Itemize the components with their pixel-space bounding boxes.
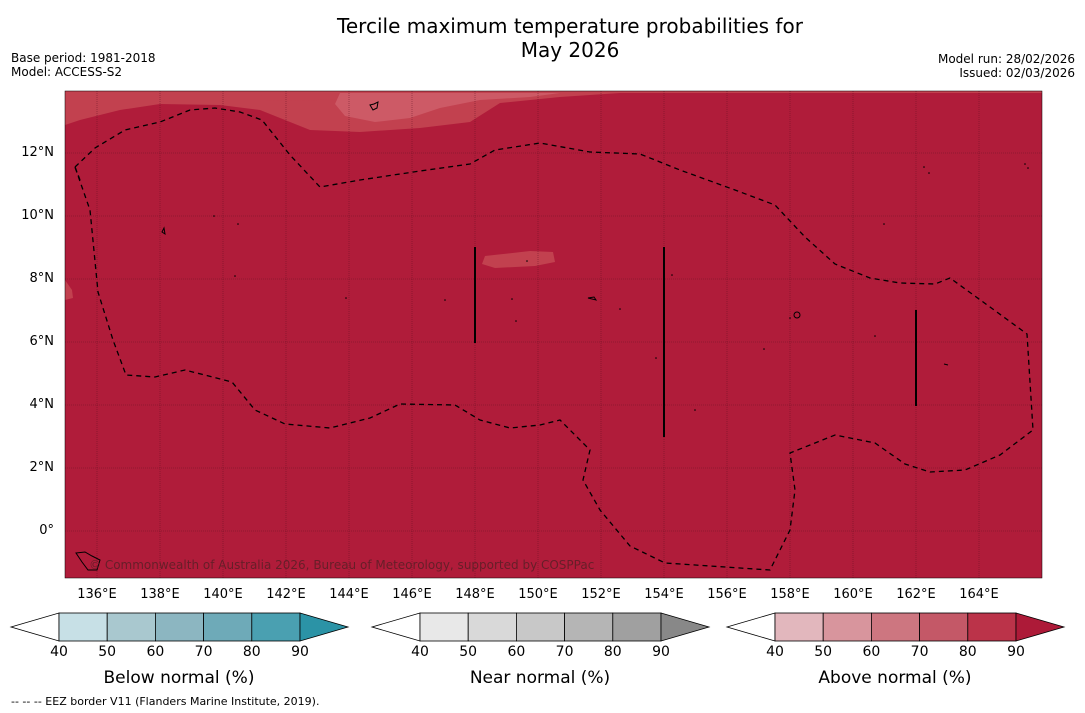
colorbar-extend-low	[9, 612, 60, 642]
colorbar-segment	[919, 612, 969, 642]
graticule	[65, 91, 1042, 578]
colorbar-segment	[612, 612, 662, 642]
colorbar-extend-high	[299, 612, 350, 642]
colorbar-segment	[516, 612, 566, 642]
colorbar-tick-label: 70	[194, 644, 213, 660]
title-line-2: May 2026	[520, 38, 620, 62]
lon-tick-label: 136°E	[77, 587, 117, 602]
lat-tick-label: 2°N	[29, 460, 55, 475]
lon-tick-label: 150°E	[518, 587, 558, 602]
probability-band-70-top	[258, 91, 335, 101]
colorbar-segment	[154, 612, 204, 642]
lat-tick-label: 6°N	[29, 334, 55, 349]
colorbar-tick-label: 50	[459, 644, 478, 660]
probability-patch	[482, 251, 555, 268]
colorbar-segment	[564, 612, 614, 642]
lon-tick-label: 142°E	[266, 587, 306, 602]
colorbar-tick-label: 60	[862, 644, 881, 660]
colorbar-segment	[203, 612, 253, 642]
near-normal-title: Near normal (%)	[469, 668, 611, 688]
map-area	[64, 90, 1043, 579]
below-normal-title: Below normal (%)	[103, 668, 255, 688]
lat-tick-label: 8°N	[29, 271, 55, 286]
lon-tick-label: 156°E	[707, 587, 747, 602]
lat-tick-label: 0°	[39, 523, 54, 538]
colorbar-near-normal	[370, 612, 711, 642]
issued-label: Issued: 02/03/2026	[959, 66, 1075, 80]
colorbar-tick-label: 80	[958, 644, 977, 660]
lon-tick-label: 148°E	[455, 587, 495, 602]
lon-tick-label: 152°E	[581, 587, 621, 602]
colorbar-segment	[251, 612, 301, 642]
colorbar-tick-label: 60	[507, 644, 526, 660]
colorbar-tick-label: 40	[766, 644, 784, 660]
lon-tick-label: 158°E	[770, 587, 810, 602]
colorbar-tick-label: 80	[603, 644, 622, 660]
lon-tick-label: 138°E	[140, 587, 180, 602]
colorbar-segment	[774, 612, 824, 642]
colorbar-extend-high	[660, 612, 711, 642]
colorbar-segment	[419, 612, 469, 642]
colorbar-tick-label: 70	[555, 644, 574, 660]
colorbar-segment	[967, 612, 1017, 642]
colorbar-extend-low	[370, 612, 421, 642]
colorbar-below-normal	[9, 612, 350, 642]
probability-band-60	[335, 93, 560, 122]
lon-tick-label: 164°E	[959, 587, 999, 602]
colorbar-segment	[822, 612, 872, 642]
colorbar-above-normal	[725, 612, 1066, 642]
model-label: Model: ACCESS-S2	[11, 65, 123, 79]
lon-tick-label: 160°E	[833, 587, 873, 602]
lat-tick-label: 10°N	[21, 208, 54, 223]
boundary-segments	[474, 247, 917, 437]
copyright-notice: © Commonwealth of Australia 2026, Bureau…	[89, 558, 595, 572]
colorbar-tick-label: 40	[50, 644, 68, 660]
lat-tick-label: 4°N	[29, 397, 55, 412]
colorbar-segment	[467, 612, 517, 642]
colorbar-tick-label: 90	[652, 644, 670, 660]
title-line-1: Tercile maximum temperature probabilitie…	[337, 14, 803, 38]
island-dots	[213, 163, 1029, 411]
colorbar-tick-label: 60	[146, 644, 165, 660]
base-period-label: Base period: 1981-2018	[11, 51, 156, 65]
colorbar-segment	[106, 612, 156, 642]
lon-tick-label: 146°E	[392, 587, 432, 602]
map-title: Tercile maximum temperature probabilitie…	[0, 14, 1085, 62]
colorbar-segment	[58, 612, 108, 642]
eez-footnote: -- -- -- EEZ border V11 (Flanders Marine…	[11, 695, 320, 708]
run-info: Model run: 28/02/2026 Issued: 02/03/2026	[938, 52, 1075, 80]
colorbar-tick-label: 40	[411, 644, 429, 660]
lon-tick-label: 162°E	[896, 587, 936, 602]
colorbar-segment	[871, 612, 921, 642]
colorbar-extend-low	[725, 612, 776, 642]
colorbar-tick-label: 90	[291, 644, 309, 660]
colorbar-extend-high	[1015, 612, 1066, 642]
probability-band-70	[65, 91, 1042, 132]
lon-tick-label: 154°E	[644, 587, 684, 602]
colorbar-tick-label: 90	[1007, 644, 1025, 660]
lon-tick-label: 140°E	[203, 587, 243, 602]
islands	[75, 101, 949, 571]
lat-tick-label: 12°N	[21, 145, 54, 160]
probability-field	[65, 91, 1042, 578]
colorbar-tick-label: 50	[814, 644, 833, 660]
colorbar-tick-label: 70	[910, 644, 929, 660]
lon-tick-label: 144°E	[329, 587, 369, 602]
eez-border	[74, 107, 1034, 571]
above-normal-title: Above normal (%)	[818, 668, 972, 688]
model-info: Base period: 1981-2018 Model: ACCESS-S2	[11, 51, 156, 79]
probability-patch-west	[65, 280, 73, 300]
model-run-label: Model run: 28/02/2026	[937, 52, 1075, 66]
map-frame	[64, 90, 1043, 579]
colorbar-tick-label: 50	[98, 644, 117, 660]
colorbar-tick-label: 80	[242, 644, 261, 660]
